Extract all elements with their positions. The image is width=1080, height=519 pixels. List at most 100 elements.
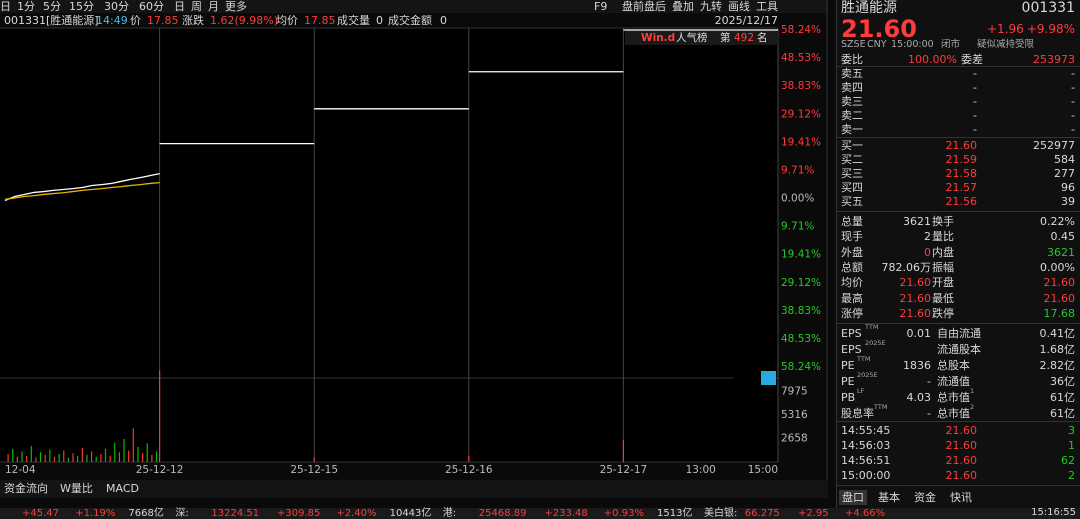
volume-bar	[123, 439, 125, 462]
ask-label: 卖五	[841, 67, 863, 80]
volume-bar	[100, 454, 102, 462]
volume-bar	[109, 455, 111, 462]
info-avg-label: 均价	[276, 14, 298, 27]
ticker-item: +2.95	[798, 508, 829, 519]
toolbar-item[interactable]: 周	[191, 0, 202, 13]
info-amount-label: 成交金额	[388, 14, 432, 27]
fin-value: -	[927, 407, 931, 420]
ask-label: 卖一	[841, 123, 863, 136]
tool-button[interactable]	[761, 371, 776, 385]
ticker-item: 7668亿	[128, 508, 164, 519]
fin-value: 36亿	[1050, 375, 1075, 388]
fin-value: 1836	[903, 359, 931, 372]
volume-bar	[63, 450, 65, 462]
chart: < Win.d 人气榜 第 492 名 58.24%48.53%38.83%29…	[0, 0, 828, 480]
meta: SZSE	[841, 39, 866, 50]
stat-label: 总额	[841, 260, 863, 274]
volume-bar	[53, 456, 56, 462]
toolbar-item[interactable]: 九转	[700, 0, 722, 13]
separator	[837, 323, 1080, 324]
bottom-tab[interactable]: MACD	[106, 482, 139, 495]
x-tick-label: 15:00	[748, 464, 778, 476]
fin-value: 61亿	[1050, 391, 1075, 404]
toolbar-item[interactable]: 更多	[225, 0, 247, 13]
info-avg: 17.85	[304, 14, 336, 27]
rank-label: 人气榜	[676, 31, 708, 44]
toolbar-item[interactable]: 60分	[139, 0, 164, 13]
fin-label: 总股本	[937, 359, 970, 372]
rank-prefix: 第	[720, 31, 731, 44]
fin-value: 2.82亿	[1039, 359, 1076, 372]
toolbar-item[interactable]: 日	[0, 0, 11, 13]
ticker-item: 13224.51	[211, 508, 260, 519]
panel-tab[interactable]: 快讯	[950, 491, 972, 504]
separator	[837, 485, 1080, 486]
volume-bar	[67, 457, 69, 462]
bottom-tab[interactable]: W量比	[60, 482, 93, 495]
y-tick-label: 58.24%	[781, 24, 821, 36]
fin-sup: 2025E	[865, 339, 886, 347]
stat-value: 21.60	[1043, 291, 1076, 305]
volume-bar	[159, 370, 161, 462]
meta: 15:00:00	[891, 39, 934, 50]
toolbar-item[interactable]: 5分	[43, 0, 61, 13]
toolbar-item[interactable]: F9	[594, 0, 608, 13]
info-vol: 0	[376, 14, 383, 27]
panel-tab[interactable]: 资金	[914, 491, 936, 504]
x-tick-label: 13:00	[686, 464, 716, 476]
volume-bar	[7, 454, 9, 462]
bid-volume: 252977	[1033, 139, 1075, 152]
x-tick-label: 25-12-16	[445, 464, 493, 476]
ticker-item: +233.48	[544, 508, 588, 519]
fin-label: 流通股本	[937, 343, 981, 356]
stat-value: 0.00%	[1040, 260, 1075, 274]
rank-brand: Win.d	[641, 32, 675, 44]
stat-value: 2	[924, 230, 931, 244]
fin-label: PE	[841, 375, 855, 388]
panel-tab[interactable]: 基本	[878, 491, 900, 504]
toolbar-item[interactable]: 日	[174, 0, 185, 13]
meta: CNY	[867, 39, 887, 50]
toolbar-item[interactable]: 叠加	[672, 0, 694, 13]
bid-price: 21.57	[945, 181, 978, 194]
y-tick-label: 29.12%	[781, 108, 821, 120]
y-tick-label: 19.41%	[781, 136, 821, 148]
y-tick-label: 5316	[781, 409, 808, 421]
x-tick-label: 25-12-12	[136, 464, 184, 476]
separator	[837, 211, 1080, 212]
bottom-tab[interactable]: 资金流向	[4, 482, 48, 495]
stat-label: 跌停	[932, 306, 954, 320]
bottom-tabs: 资金流向 W量比 MACD	[0, 480, 828, 498]
ticker-item: +0.93%	[603, 508, 644, 519]
meta: 闭市	[941, 39, 961, 50]
info-price-label: 价	[130, 14, 141, 27]
toolbar-item[interactable]: 1分	[17, 0, 35, 13]
trade-time: 14:55:45	[841, 424, 891, 437]
fin-label: 股息率	[841, 407, 874, 420]
trade-volume: 62	[1061, 454, 1075, 467]
info-vol-label: 成交量	[337, 14, 370, 27]
ask-volume: -	[1071, 109, 1075, 122]
stat-label: 量比	[932, 230, 954, 244]
volume-bar	[95, 456, 97, 462]
ticker-item: 深:	[175, 508, 189, 519]
stat-value: 0	[924, 245, 931, 259]
toolbar-item[interactable]: 画线	[728, 0, 750, 13]
panel-tab[interactable]: 盘口	[839, 490, 867, 505]
fin-sup: LF	[857, 387, 865, 395]
toolbar-item[interactable]: 月	[208, 0, 219, 13]
toolbar-item[interactable]: 盘前盘后	[622, 0, 666, 13]
volume-bar	[35, 457, 37, 462]
volume-bar	[72, 453, 74, 462]
ticker-item: +2.40%	[336, 508, 377, 519]
toolbar-item[interactable]: 15分	[69, 0, 94, 13]
ticker-item: 25468.89	[478, 508, 527, 519]
trade-time: 15:00:00	[841, 469, 891, 482]
stat-value: 21.60	[899, 306, 932, 320]
fin-sup: 1	[970, 387, 975, 395]
info-time: 14:49	[96, 14, 128, 27]
toolbar-item[interactable]: 30分	[104, 0, 129, 13]
toolbar-item[interactable]: 工具	[756, 0, 778, 13]
volume-bar	[86, 454, 88, 462]
y-tick-label: 48.53%	[781, 52, 821, 64]
